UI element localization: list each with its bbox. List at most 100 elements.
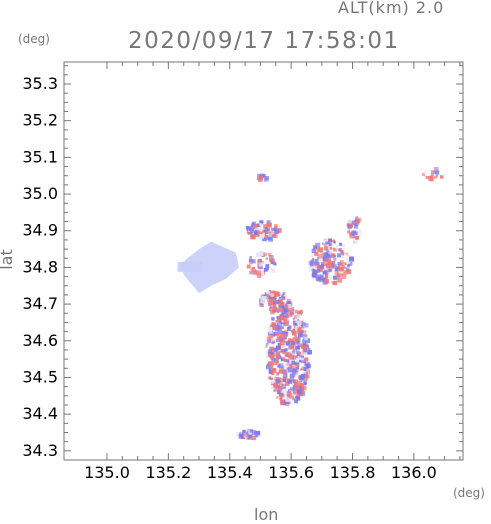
echo-cell [308,266,314,272]
echo-cell [317,254,322,259]
echo-cell [264,235,268,239]
echo-cell [250,233,255,238]
echo-cell [284,337,288,340]
echo-cell [340,262,344,266]
echo-cell [341,274,347,279]
echo-cell [275,354,281,360]
echo-cell [435,174,438,177]
echo-cell [275,338,280,343]
echo-cell [278,392,283,397]
x-tick-label: 135.4 [207,463,253,482]
echo-cell [282,313,285,316]
echo-cell [311,248,316,254]
echo-cell [336,253,341,258]
uniform-echo-edge [177,261,203,272]
echo-cell [281,345,285,350]
echo-cell [282,396,286,400]
echo-cell [293,392,296,395]
echo-cell [305,374,310,379]
echo-cell [265,292,269,296]
echo-cell [323,243,327,247]
echo-cell [247,435,253,440]
echo-cell [314,258,319,263]
echo-cell [255,270,261,276]
echo-cell [273,306,278,311]
echo-cell [246,431,249,435]
y-tick-label: 34.9 [22,221,58,240]
echo-cell [347,229,351,232]
echo-cell [287,379,292,384]
echo-cell [318,264,324,270]
echo-cell [255,430,261,436]
echo-cell [251,266,256,271]
echo-cell [317,274,321,279]
echo-cell [313,263,316,266]
echo-cell [271,357,275,361]
echo-cell [250,430,256,436]
echo-cell [344,253,347,257]
echo-cell [332,275,338,280]
echo-cell [281,358,284,361]
echo-cell [355,235,360,240]
echo-cell [270,258,275,263]
echo-cell [259,226,264,231]
echo-cell [333,241,336,244]
echo-cell [311,273,317,278]
echo-cell [423,169,429,174]
echo-cell [314,264,320,269]
echo-cell [356,221,360,225]
echo-cell [272,334,276,337]
echo-cell [281,293,284,297]
echo-cell [270,230,275,235]
echo-cluster-ne [346,216,362,244]
x-tick-label: 136.0 [391,463,437,482]
echo-cell [277,329,283,335]
echo-cell [293,355,298,360]
echo-cell [269,301,273,306]
echo-cell [287,338,292,342]
echo-cell [272,230,277,235]
echo-cell [357,223,360,226]
echo-cell [276,316,280,320]
echo-cell [276,332,282,338]
echo-cell [347,219,352,224]
echo-cell [256,233,260,236]
echo-cell [307,362,310,365]
echo-cell [268,364,271,367]
echo-cell [279,381,283,386]
echo-cell [291,329,296,334]
echo-cell [298,351,302,355]
echo-cell [305,343,309,346]
echo-cell [286,359,290,363]
echo-cell [242,429,246,434]
echo-cell [304,357,309,362]
echo-cell [249,271,253,275]
echo-cell [248,258,253,263]
echo-cell [265,342,269,346]
echo-cell [308,260,314,266]
echo-cell [269,346,274,352]
echo-cell [265,353,270,359]
echo-cell [276,390,280,394]
echo-cell [311,258,315,262]
echo-cell [292,314,296,318]
echo-cell [260,260,264,264]
echo-cell [266,290,270,295]
y-tick-label: 34.4 [22,404,58,423]
echo-cell [276,396,279,399]
echo-cell [283,364,288,368]
echo-cell [299,359,302,363]
echo-cell [281,316,286,321]
echo-cell [300,357,304,361]
echo-cell [314,251,319,256]
echo-cell [281,320,284,323]
echo-cell [318,268,323,273]
echo-cell [271,365,274,368]
echo-cell [294,309,299,314]
echo-cell [274,327,279,332]
echo-cell [338,247,343,252]
echo-cell [271,384,276,390]
echo-cell [256,177,259,180]
echo-cell [264,177,269,182]
echo-cell [267,332,272,336]
